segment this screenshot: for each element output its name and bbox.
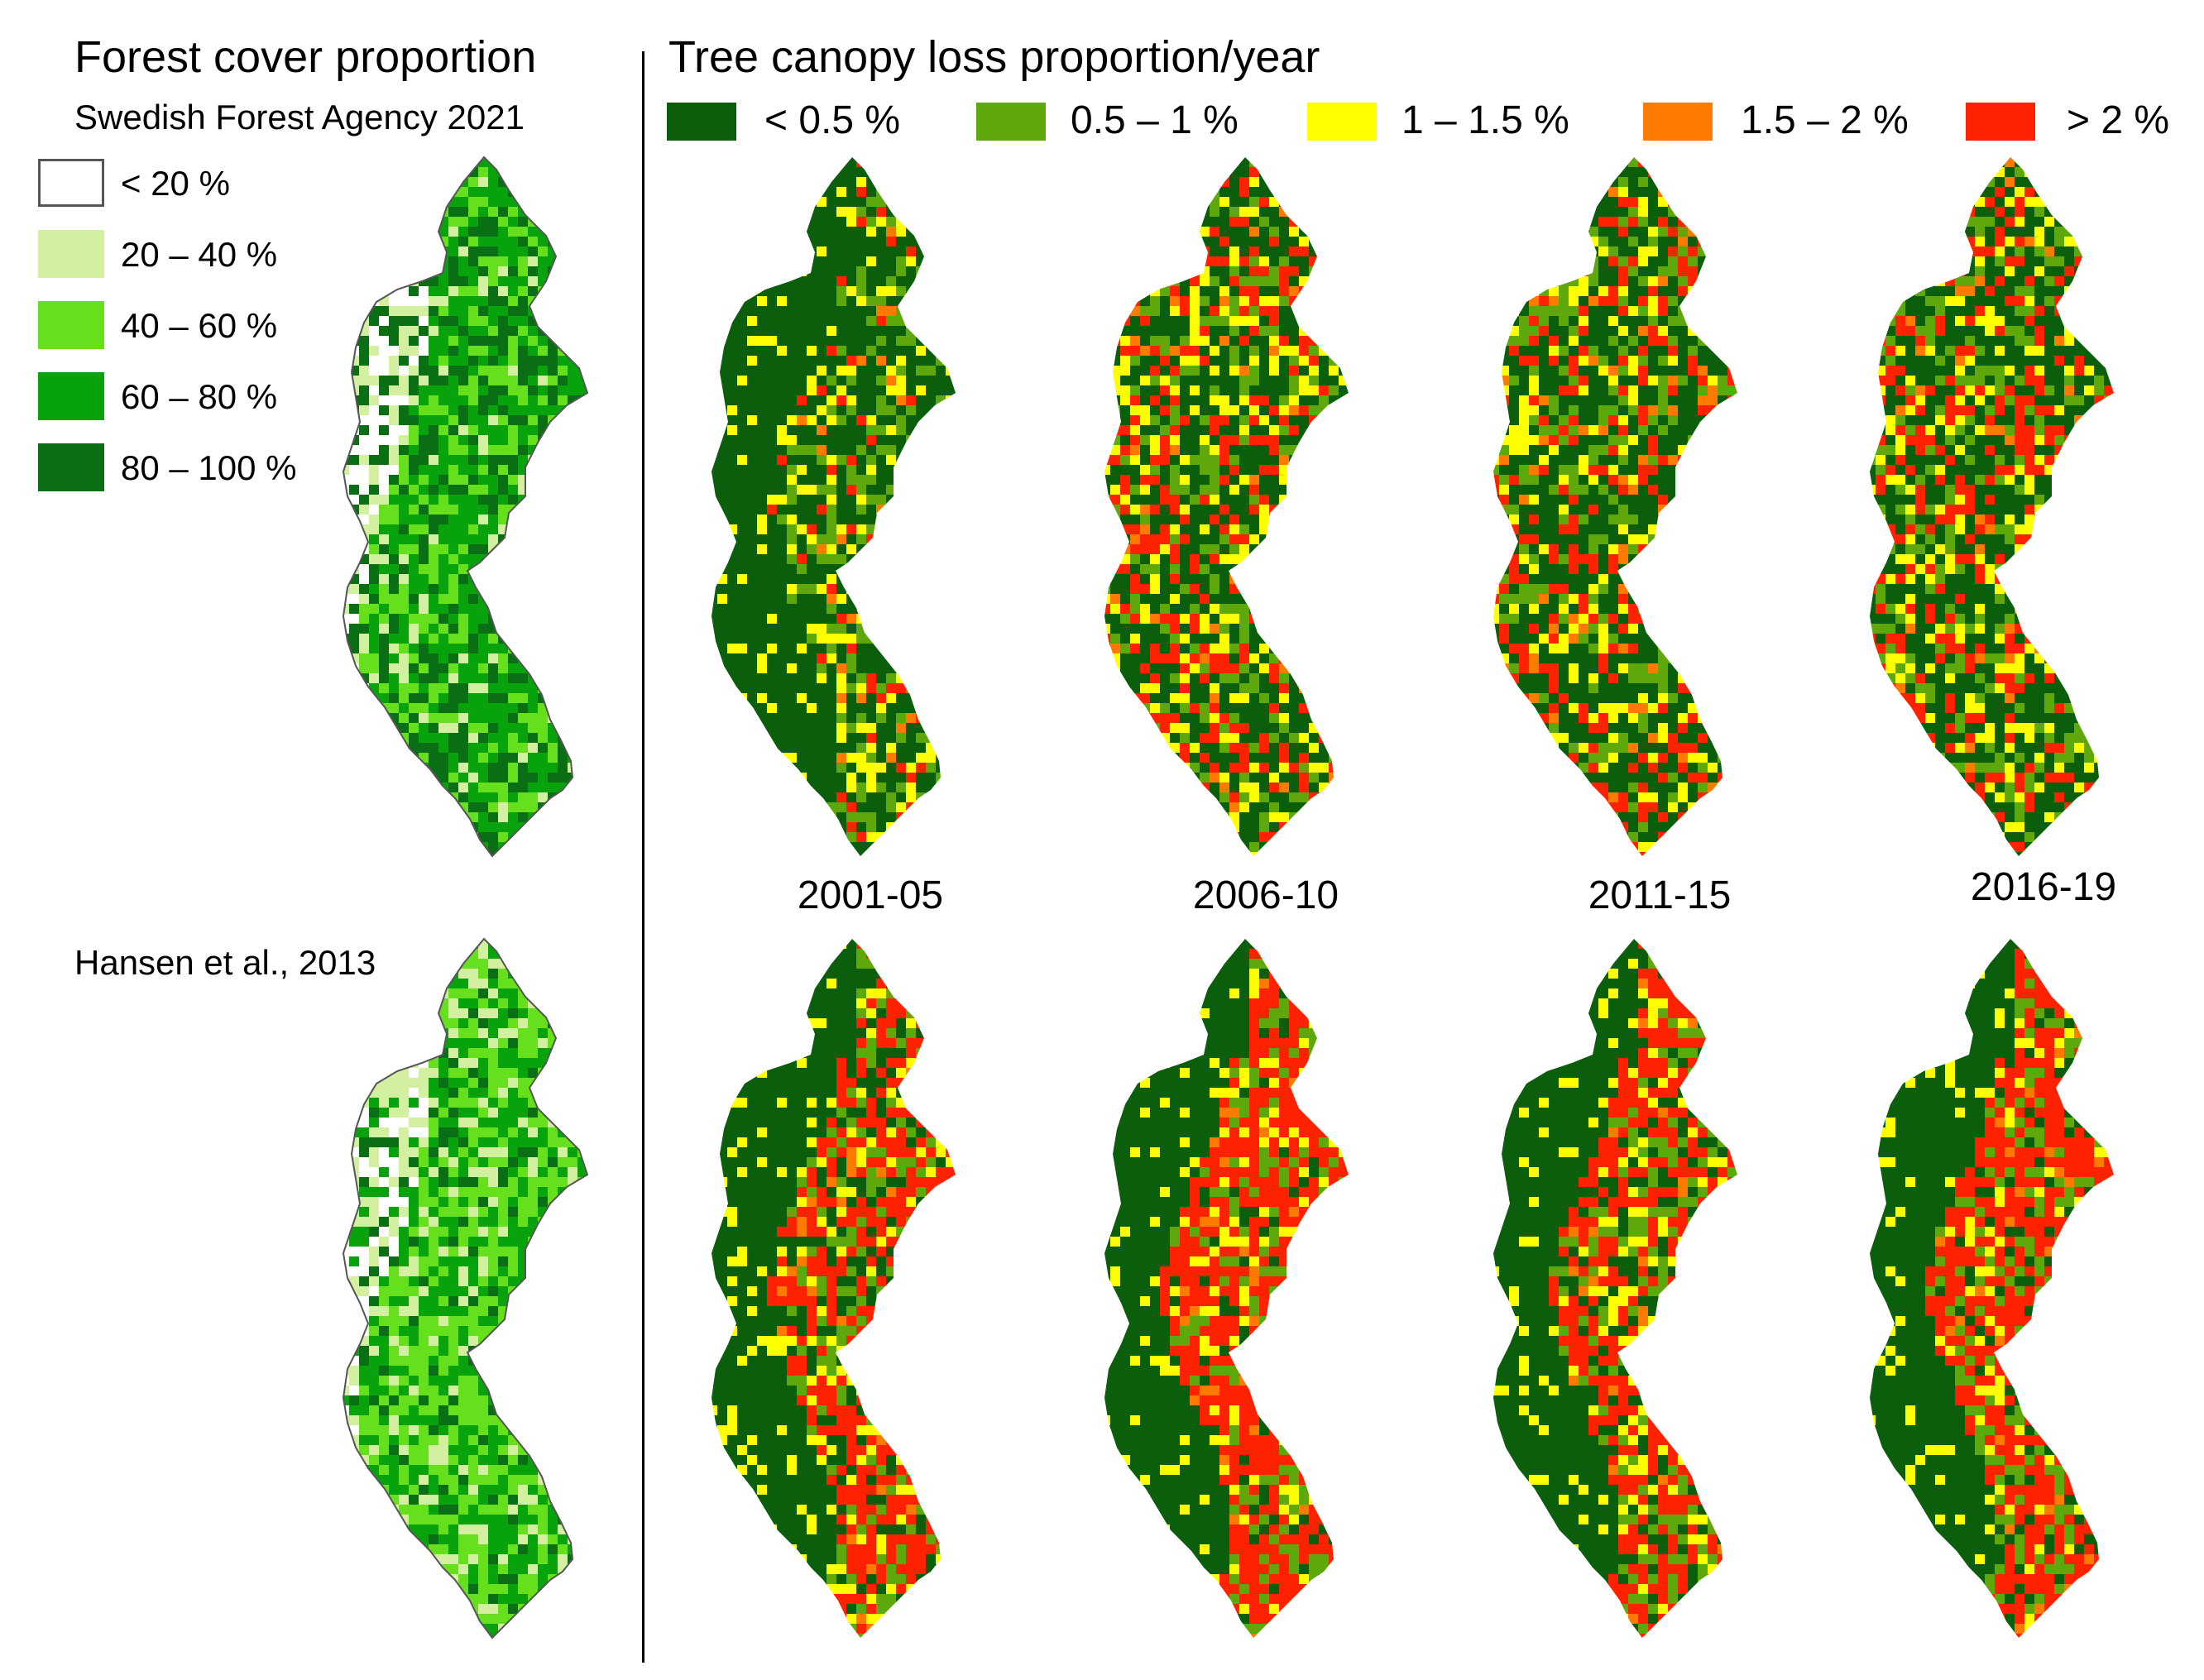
map-raster <box>1870 157 2114 856</box>
map-raster <box>343 939 587 1638</box>
map-raster <box>712 939 956 1638</box>
legend-label: < 20 % <box>121 164 230 203</box>
loss-legend-swatch <box>1643 103 1713 141</box>
loss-legend-swatch <box>976 103 1046 141</box>
legend-label: 40 – 60 % <box>121 306 277 346</box>
forest-cover-map-hansen <box>342 937 589 1639</box>
right-panel-title: Tree canopy loss proportion/year <box>668 31 1320 83</box>
legend-label: 20 – 40 % <box>121 235 277 275</box>
period-label-1: 2001-05 <box>763 873 978 918</box>
canopy-loss-map-hansen-2016-19 <box>1870 939 2114 1638</box>
period-label-2: 2006-10 <box>1158 873 1373 918</box>
canopy-loss-map-hansen-2006-10 <box>1104 939 1349 1638</box>
legend-swatch <box>38 372 104 420</box>
region-outline <box>342 937 589 1639</box>
loss-legend-swatch <box>667 103 736 141</box>
map-raster <box>1493 157 1737 856</box>
loss-legend-swatch <box>1966 103 2035 141</box>
canopy-loss-map-hansen-2011-15 <box>1493 939 1737 1638</box>
map-raster <box>1104 157 1349 856</box>
top-source-label: Swedish Forest Agency 2021 <box>74 98 525 137</box>
legend-swatch <box>38 301 104 349</box>
map-raster <box>1870 939 2114 1638</box>
period-label-3: 2011-15 <box>1552 873 1767 918</box>
loss-legend-label: 1.5 – 2 % <box>1741 98 1909 143</box>
loss-legend-swatch <box>1307 103 1377 141</box>
map-raster <box>712 157 956 856</box>
legend-swatch <box>38 230 104 278</box>
region-outline <box>342 156 589 858</box>
legend-label: 80 – 100 % <box>121 448 297 488</box>
panel-divider <box>642 51 644 1663</box>
canopy-loss-map-hansen-2001-05 <box>712 939 956 1638</box>
bottom-source-label: Hansen et al., 2013 <box>74 943 376 983</box>
loss-legend-label: 0.5 – 1 % <box>1071 98 1239 143</box>
loss-legend-label: < 0.5 % <box>764 98 900 143</box>
canopy-loss-map-agency-2011-15 <box>1493 157 1737 856</box>
map-raster <box>1493 939 1737 1638</box>
legend-label: 60 – 80 % <box>121 377 277 417</box>
period-label-4: 2016-19 <box>1936 864 2151 910</box>
legend-swatch <box>38 443 104 491</box>
loss-legend-label: > 2 % <box>2067 98 2169 143</box>
legend-swatch <box>38 159 104 207</box>
canopy-loss-map-agency-2006-10 <box>1104 157 1349 856</box>
canopy-loss-map-agency-2001-05 <box>712 157 956 856</box>
forest-cover-map-swedish-agency <box>342 156 589 858</box>
map-raster <box>343 157 587 856</box>
loss-legend-label: 1 – 1.5 % <box>1401 98 1569 143</box>
left-panel-title: Forest cover proportion <box>74 31 536 83</box>
map-raster <box>1104 939 1349 1638</box>
canopy-loss-map-agency-2016-19 <box>1870 157 2114 856</box>
